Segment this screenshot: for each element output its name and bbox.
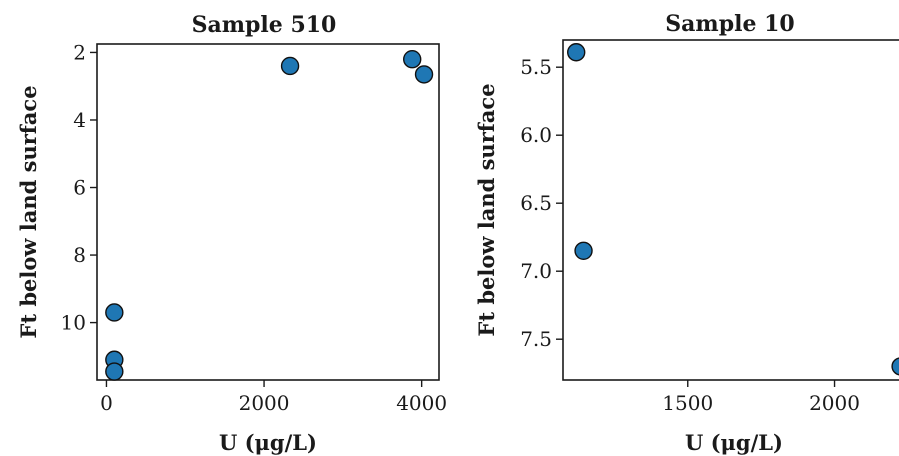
chart-panel-sample-10: 1500 2000 5.5 6.0 6.5 7.0 7.5 Sample 10 U (μg/… [474,11,899,455]
x-tick-label: 0 [100,391,113,415]
data-points [567,43,899,376]
y-tick-label: 6 [73,176,86,200]
data-point [280,56,300,76]
x-tick-label: 2000 [809,391,860,415]
chart-title: Sample 10 [665,11,794,37]
y-tick-label: 6.0 [520,123,552,147]
y-tick-label: 5.5 [520,55,552,79]
y-axis-label: Ft below land surface [16,85,41,338]
data-point [403,49,422,69]
x-axis-label: U (μg/L) [685,430,783,455]
x-tick-label: 2000 [239,391,290,415]
y-tick-label: 4 [73,108,86,132]
plot-frame [96,43,440,381]
data-points [105,49,434,381]
y-tick-label: 2 [73,40,86,64]
chart-title: Sample 510 [192,12,337,38]
y-tick-label: 10 [61,311,86,335]
x-axis-label: U (μg/L) [219,430,317,455]
x-tick-label: 4000 [396,391,447,415]
axis-ticks: 0 2000 4000 2 4 6 8 10 [61,40,448,415]
data-point [105,303,124,322]
chart-panel-sample-510: 0 2000 4000 2 4 6 8 10 Sample 510 U (μg/L) Ft b… [16,12,447,455]
y-tick-label: 6.5 [520,191,552,215]
x-tick-label: 1500 [662,391,713,415]
data-point [574,241,593,261]
data-point [567,43,586,62]
y-axis-label: Ft below land surface [474,83,499,336]
plot-frame [562,39,899,381]
y-tick-label: 8 [73,243,86,267]
y-tick-label: 7.5 [520,327,552,351]
data-point [414,65,434,84]
data-point [891,357,899,376]
y-tick-label: 7.0 [520,259,552,283]
axis-ticks: 1500 2000 5.5 6.0 6.5 7.0 7.5 [520,55,860,415]
data-point [105,362,124,381]
